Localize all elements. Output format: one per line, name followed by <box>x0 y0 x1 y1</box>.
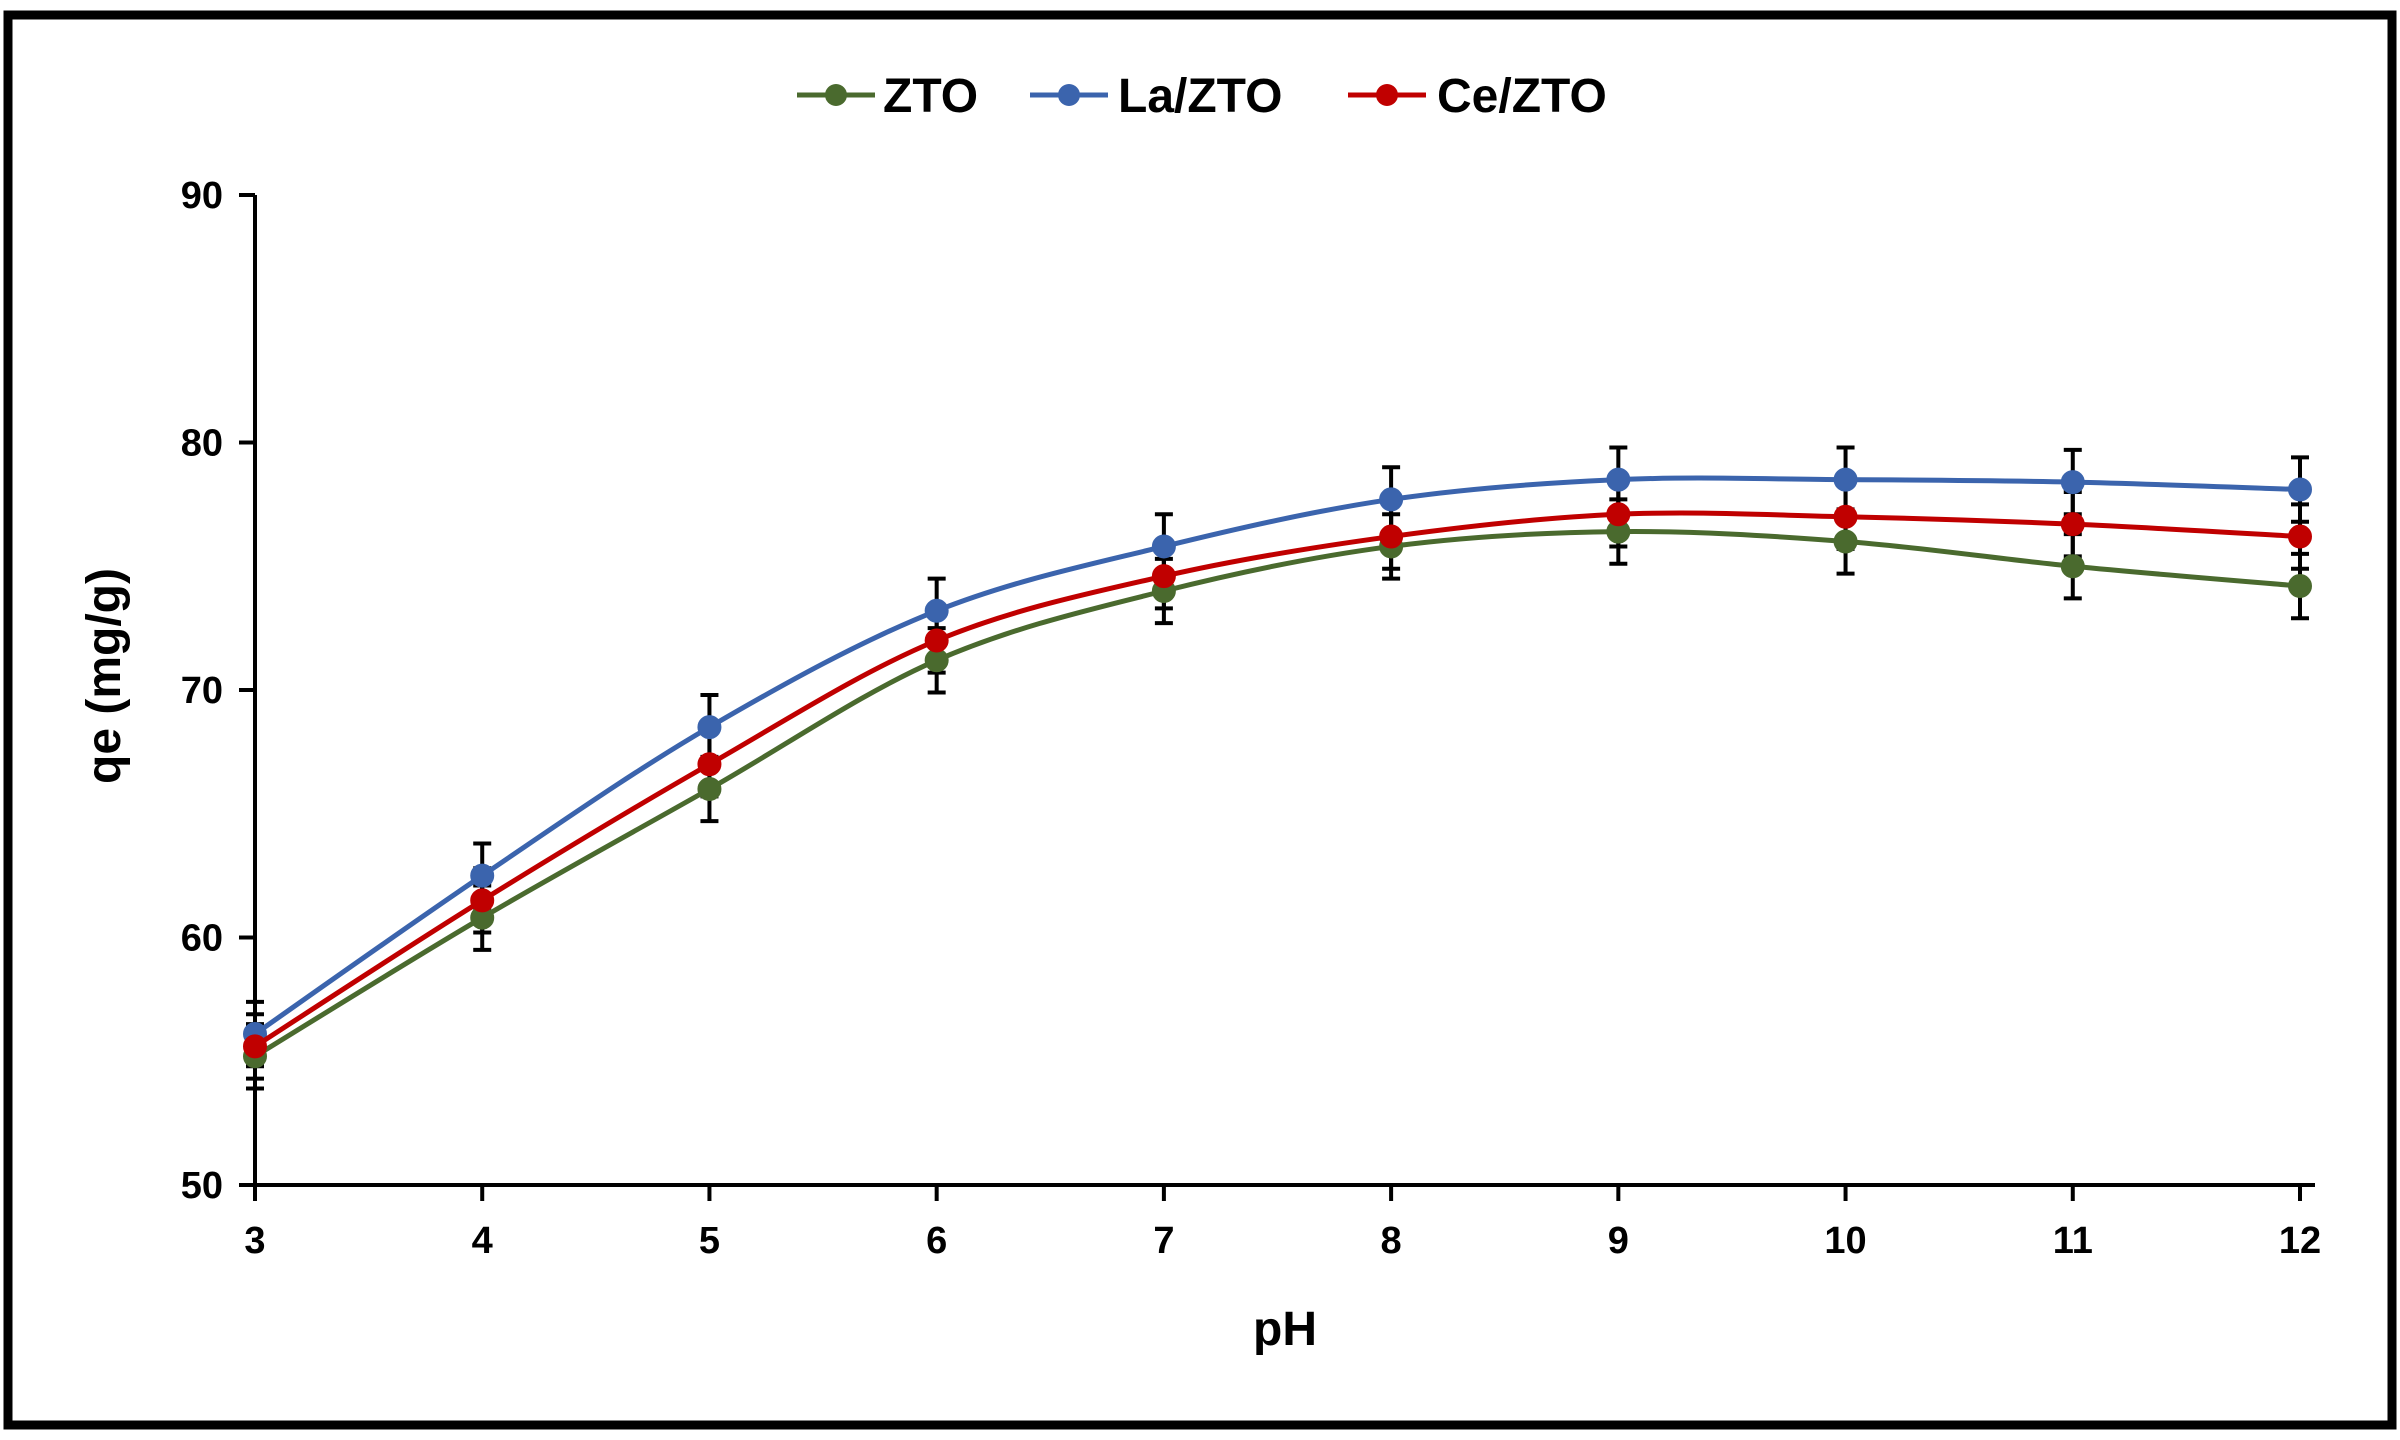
x-tick-label: 6 <box>926 1220 947 1262</box>
data-point-la-zto <box>1151 534 1176 559</box>
data-point-la-zto <box>924 598 949 623</box>
legend-label-zto: ZTO <box>883 70 978 123</box>
y-tick-label: 90 <box>181 175 223 217</box>
data-point-ce-zto <box>2060 512 2085 537</box>
data-point-ce-zto <box>924 628 949 653</box>
data-point-la-zto <box>697 715 722 740</box>
data-point-la-zto <box>1379 487 1404 512</box>
data-point-zto <box>697 777 722 801</box>
legend-label-la-zto: La/ZTO <box>1118 70 1282 123</box>
data-point-la-zto <box>1833 467 1858 492</box>
data-point-la-zto <box>2060 470 2085 495</box>
data-point-zto <box>1833 529 1858 554</box>
x-axis-title: pH <box>1253 1303 1317 1356</box>
x-tick-label: 7 <box>1153 1220 1174 1262</box>
data-point-zto <box>924 648 949 673</box>
legend-marker-ce-zto <box>1376 84 1398 106</box>
series-lines <box>243 467 2312 1069</box>
x-tick-label: 5 <box>699 1220 720 1262</box>
legend-label-ce-zto: Ce/ZTO <box>1437 70 1607 123</box>
y-tick-label: 50 <box>181 1165 223 1207</box>
data-point-ce-zto <box>470 888 495 913</box>
data-point-ce-zto <box>243 1034 267 1059</box>
legend-marker-zto <box>825 84 847 106</box>
x-tick-label: 4 <box>472 1220 493 1262</box>
y-tick-label: 60 <box>181 918 223 960</box>
data-point-ce-zto <box>697 752 722 777</box>
data-point-ce-zto <box>1151 564 1176 589</box>
chart-frame <box>3 10 2397 1430</box>
legend-marker-la-zto <box>1058 84 1080 106</box>
series-line-zto <box>253 529 2301 1059</box>
x-tick-label: 9 <box>1608 1220 1629 1262</box>
x-tick-label: 10 <box>1824 1220 1866 1262</box>
series-line-ce-zto <box>253 510 2301 1049</box>
x-tick-label: 3 <box>244 1220 265 1262</box>
data-point-ce-zto <box>1833 504 1858 529</box>
data-point-zto <box>2288 574 2312 599</box>
data-point-ce-zto <box>2288 524 2312 549</box>
x-tick-label: 12 <box>2279 1220 2321 1262</box>
data-point-la-zto <box>1606 467 1631 492</box>
y-tick-label: 70 <box>181 670 223 712</box>
legend: ZTO La/ZTO Ce/ZTO <box>797 70 1607 123</box>
data-point-la-zto <box>470 863 495 888</box>
series-line-la-zto <box>253 475 2301 1037</box>
data-point-zto <box>2060 554 2085 579</box>
y-axis-title: qe (mg/g) <box>78 568 131 784</box>
data-point-ce-zto <box>1606 502 1631 527</box>
y-tick-label: 80 <box>181 423 223 465</box>
x-tick-label: 8 <box>1381 1220 1402 1262</box>
data-point-la-zto <box>2288 477 2312 502</box>
axes: 50 60 70 80 90 3 4 5 6 7 8 9 10 11 12 <box>181 175 2321 1262</box>
x-tick-label: 11 <box>2053 1220 2093 1262</box>
series-layer <box>243 445 2312 1091</box>
data-point-ce-zto <box>1379 524 1404 549</box>
